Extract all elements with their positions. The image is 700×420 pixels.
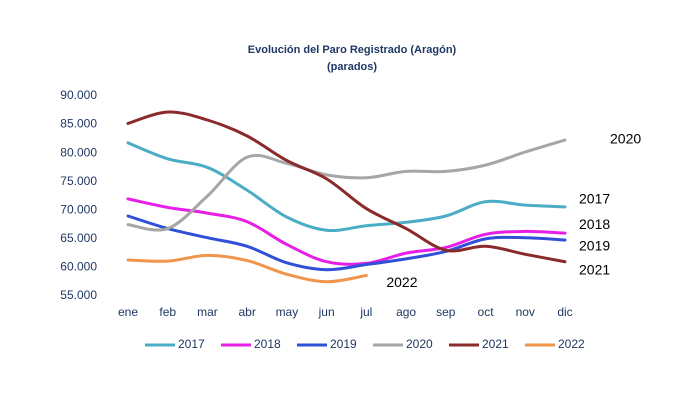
y-tick-label: 80.000 — [60, 145, 97, 159]
y-tick-label: 55.000 — [60, 288, 97, 302]
legend-label: 2018 — [254, 337, 281, 351]
x-tick-label: jun — [318, 305, 335, 319]
series-line — [126, 214, 567, 272]
series-end-label: 2018 — [579, 216, 610, 232]
legend-label: 2022 — [558, 337, 585, 351]
y-tick-label: 65.000 — [60, 231, 97, 245]
series-line — [126, 138, 567, 232]
y-tick-label: 75.000 — [60, 174, 97, 188]
series-line — [126, 110, 567, 264]
legend-label: 2021 — [482, 337, 509, 351]
x-tick-label: jul — [359, 305, 372, 319]
x-tick-label: mar — [197, 305, 218, 319]
legend-label: 2020 — [406, 337, 433, 351]
x-tick-label: ago — [396, 305, 416, 319]
series-end-label: 2022 — [386, 274, 417, 290]
series-line — [126, 197, 567, 266]
x-tick-label: dic — [557, 305, 572, 319]
x-tick-label: feb — [159, 305, 176, 319]
y-tick-label: 60.000 — [60, 260, 97, 274]
x-tick-label: sep — [436, 305, 456, 319]
chart-title: Evolución del Paro Registrado (Aragón) — [248, 44, 457, 56]
legend-label: 2019 — [330, 337, 357, 351]
series-line — [126, 253, 368, 284]
x-tick-label: abr — [239, 305, 256, 319]
chart-subtitle: (parados) — [327, 61, 377, 73]
x-tick-label: oct — [478, 305, 495, 319]
y-tick-label: 90.000 — [60, 88, 97, 102]
series-line — [126, 141, 567, 233]
series-end-label: 2020 — [610, 131, 641, 147]
x-tick-label: ene — [118, 305, 138, 319]
x-tick-label: may — [276, 305, 299, 319]
y-tick-label: 85.000 — [60, 117, 97, 131]
y-tick-label: 70.000 — [60, 202, 97, 216]
series-end-label: 2021 — [579, 261, 610, 277]
series-end-label: 2017 — [579, 191, 610, 207]
series-end-label: 2019 — [579, 238, 610, 254]
legend-label: 2017 — [178, 337, 205, 351]
x-tick-label: nov — [516, 305, 535, 319]
